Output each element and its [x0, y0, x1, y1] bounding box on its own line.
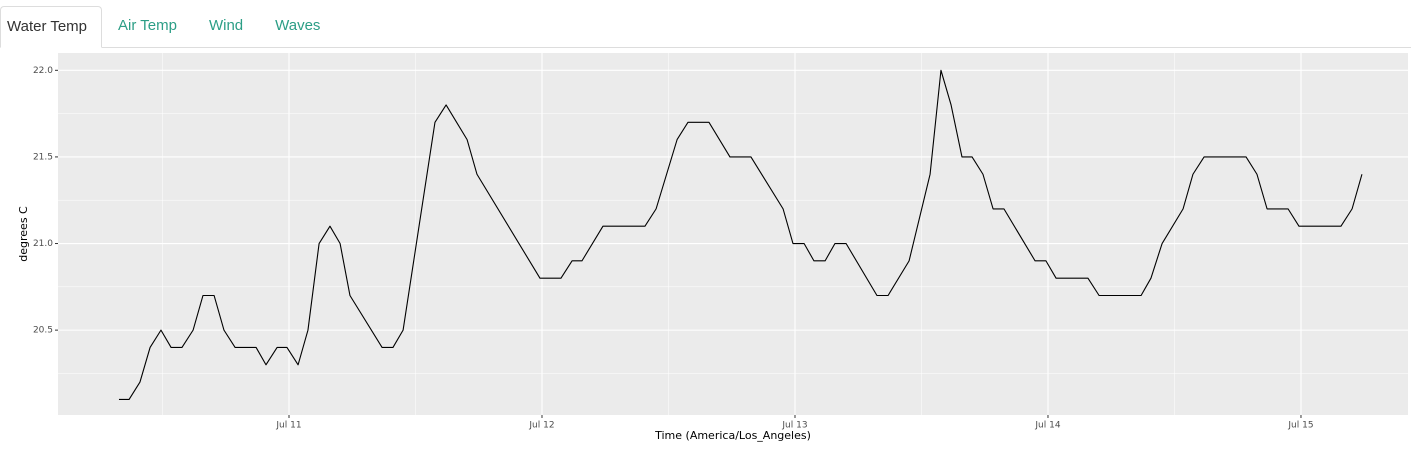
tab[interactable]: Water Temp — [0, 6, 103, 48]
tab-bar: Water Temp Air Temp Wind Waves — [0, 6, 1411, 48]
y-axis-label: degrees C — [17, 206, 30, 262]
tab[interactable]: Wind — [208, 17, 244, 34]
x-tick-label: Jul 13 — [781, 421, 807, 431]
y-tick-label: 22.0 — [33, 66, 53, 76]
x-axis-label: Time (America/Los_Angeles) — [654, 429, 811, 442]
x-tick-label: Jul 11 — [275, 421, 301, 431]
y-tick-label: 21.5 — [33, 152, 53, 162]
data-line — [118, 69, 1363, 400]
tab[interactable]: Waves — [275, 17, 321, 34]
y-tick-label: 20.5 — [33, 326, 53, 336]
tab[interactable]: Air Temp — [118, 17, 177, 34]
x-tick-label: Jul 15 — [1287, 421, 1313, 431]
plot-panel — [58, 53, 1408, 415]
y-tick-label: 21.0 — [33, 239, 53, 249]
x-tick-label: Jul 14 — [1034, 421, 1060, 431]
x-tick-label: Jul 12 — [528, 421, 554, 431]
